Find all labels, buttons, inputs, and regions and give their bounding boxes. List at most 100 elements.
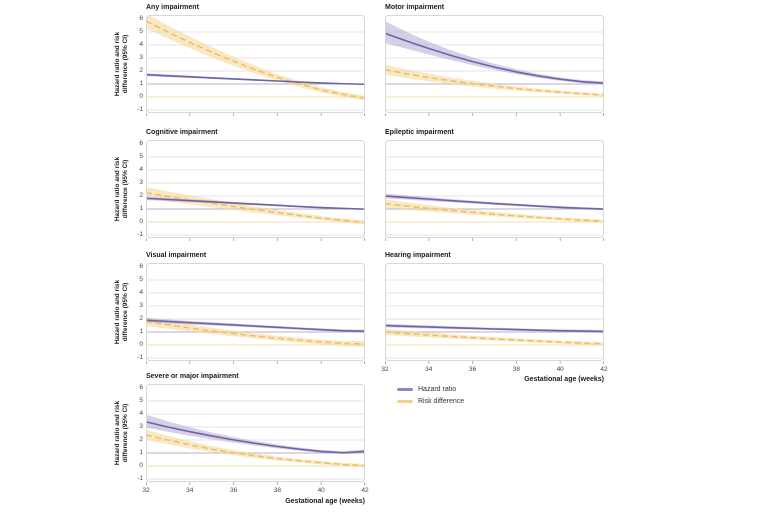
- y-tick-label: 0: [139, 93, 143, 100]
- y-tick-label: 4: [139, 410, 143, 417]
- x-tick-label: 38: [273, 487, 281, 494]
- panel-title: Visual impairment: [146, 252, 207, 259]
- y-tick-label: 0: [139, 341, 143, 348]
- y-tick-label: -1: [137, 106, 143, 113]
- panel-plot-visual-impairment: [146, 263, 365, 364]
- y-tick-label: 6: [139, 140, 143, 147]
- y-tick-label: 5: [139, 153, 143, 160]
- x-tick-label: 32: [142, 487, 150, 494]
- line-hazard-ratio: [385, 324, 604, 333]
- legend: Hazard ratio Risk difference: [397, 384, 464, 408]
- legend-item-hazard-ratio: Hazard ratio: [397, 384, 464, 394]
- panel-title: Severe or major impairment: [146, 373, 239, 380]
- risk-difference-line-swatch: [397, 399, 413, 403]
- x-tick-label: 34: [425, 366, 433, 373]
- panel-title: Motor impairment: [385, 4, 445, 11]
- panel-background: [146, 384, 365, 482]
- y-tick-label: 5: [139, 276, 143, 283]
- y-tick-label: -1: [137, 354, 143, 361]
- ci-band-risk-difference: [385, 64, 604, 97]
- x-tick-label: 36: [468, 366, 477, 373]
- legend-label-hazard-ratio: Hazard ratio: [418, 385, 457, 393]
- y-tick-label: 4: [139, 166, 143, 173]
- y-axis-label: Hazard ratio and risk difference (95% CI): [114, 156, 129, 222]
- y-tick-label: 6: [139, 15, 143, 22]
- panel-background: [146, 263, 365, 361]
- x-tick-label: 42: [600, 366, 608, 373]
- panel-plot-epileptic-impairment: [385, 140, 604, 241]
- y-axis-label: Hazard ratio and risk difference (95% CI): [114, 31, 129, 97]
- panel-plot-any-impairment: [146, 15, 365, 116]
- y-tick-label: 5: [139, 28, 143, 35]
- line-hazard-ratio: [146, 319, 365, 333]
- ci-band-risk-difference: [385, 199, 604, 223]
- panel-title: Cognitive impairment: [146, 129, 218, 136]
- y-tick-label: 2: [139, 436, 143, 443]
- line-risk-difference: [146, 320, 365, 345]
- panel-border: [385, 140, 604, 238]
- hazard-ratio-line-swatch: [397, 387, 413, 391]
- panel-background: [146, 140, 365, 238]
- panel-plot-cognitive-impairment: [146, 140, 365, 241]
- line-hazard-ratio: [385, 195, 604, 210]
- y-tick-label: 4: [139, 41, 143, 48]
- y-tick-label: 4: [139, 289, 143, 296]
- y-tick-label: 1: [139, 80, 143, 87]
- panel-title: Hearing impairment: [385, 252, 451, 259]
- line-risk-difference: [146, 20, 365, 100]
- x-tick-label: 32: [381, 366, 389, 373]
- panel-border: [146, 384, 365, 482]
- line-risk-difference: [385, 331, 604, 345]
- y-tick-label: 3: [139, 423, 143, 430]
- y-tick-label: 3: [139, 302, 143, 309]
- line-risk-difference: [385, 68, 604, 96]
- x-tick-label: 40: [556, 366, 564, 373]
- panel-border: [146, 15, 365, 113]
- y-axis-label: Hazard ratio and risk difference (95% CI): [114, 400, 129, 466]
- x-tick-label: 40: [317, 487, 325, 494]
- y-tick-label: 1: [139, 205, 143, 212]
- y-tick-label: 6: [139, 384, 143, 391]
- y-tick-label: 1: [139, 449, 143, 456]
- panel-title: Epileptic impairment: [385, 129, 454, 136]
- line-hazard-ratio: [146, 197, 365, 210]
- y-tick-label: 2: [139, 192, 143, 199]
- y-tick-label: 0: [139, 218, 143, 225]
- y-tick-label: 0: [139, 462, 143, 469]
- y-tick-label: 6: [139, 263, 143, 270]
- ci-band-risk-difference: [146, 317, 365, 347]
- y-axis-label: Hazard ratio and risk difference (95% CI): [114, 279, 129, 345]
- y-tick-label: 3: [139, 179, 143, 186]
- legend-item-risk-difference: Risk difference: [397, 396, 464, 406]
- y-tick-label: 3: [139, 54, 143, 61]
- line-hazard-ratio: [385, 32, 604, 84]
- panel-plot-severe-or-major-impairment: [146, 384, 365, 485]
- ci-band-hazard-ratio: [385, 20, 604, 85]
- panel-background: [146, 15, 365, 113]
- line-risk-difference: [385, 202, 604, 222]
- x-tick-label: 36: [229, 487, 238, 494]
- panel-plot-motor-impairment: [385, 15, 604, 116]
- panel-border: [385, 263, 604, 361]
- y-tick-label: 2: [139, 315, 143, 322]
- ci-band-hazard-ratio: [146, 414, 365, 455]
- x-axis-label-left-column: Gestational age (weeks): [285, 498, 365, 505]
- legend-label-risk-difference: Risk difference: [418, 397, 465, 405]
- line-risk-difference: [146, 434, 365, 467]
- x-tick-label: 34: [186, 487, 194, 494]
- x-axis-label-right-column: Gestational age (weeks): [524, 376, 604, 383]
- y-tick-label: 1: [139, 328, 143, 335]
- y-tick-label: -1: [137, 231, 143, 238]
- line-risk-difference: [146, 192, 365, 224]
- y-tick-label: 2: [139, 67, 143, 74]
- ci-band-risk-difference: [146, 186, 365, 225]
- x-tick-label: 38: [512, 366, 520, 373]
- panel-title: Any impairment: [146, 4, 199, 11]
- panel-background: [385, 263, 604, 361]
- line-hazard-ratio: [146, 73, 365, 86]
- y-tick-label: 5: [139, 397, 143, 404]
- panel-plot-hearing-impairment: [385, 263, 604, 364]
- panel-border: [146, 140, 365, 238]
- line-hazard-ratio: [146, 421, 365, 454]
